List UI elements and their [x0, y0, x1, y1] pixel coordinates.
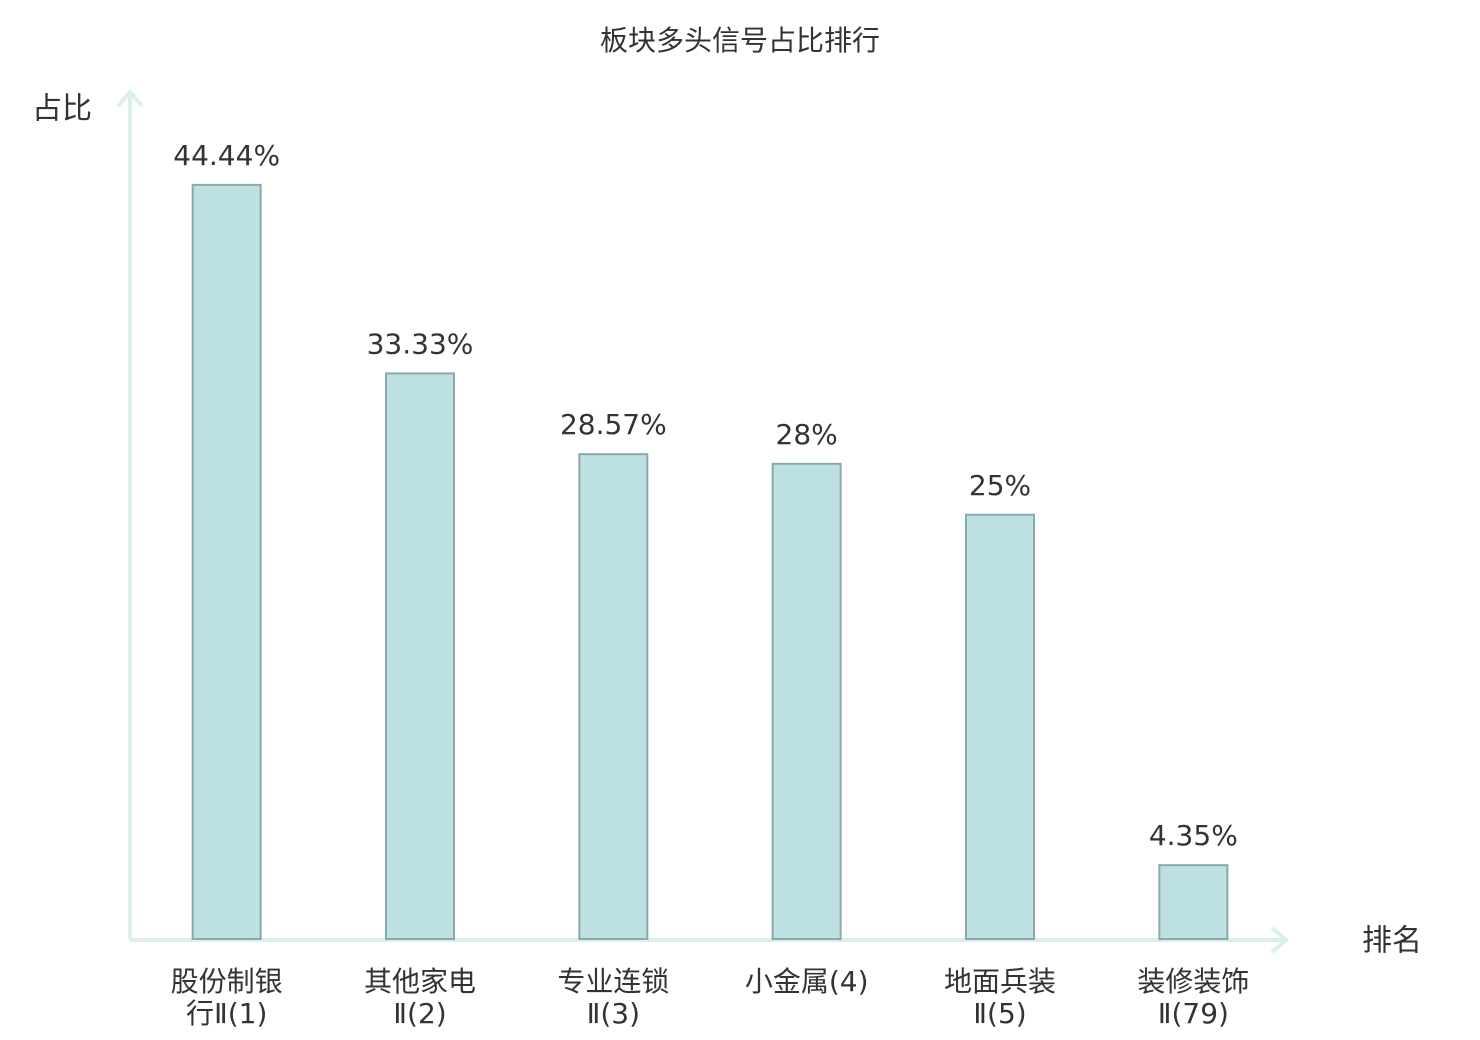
bar [965, 513, 1035, 940]
value-label: 4.35% [1149, 819, 1238, 852]
value-label: 33.33% [367, 327, 474, 360]
bar [385, 372, 455, 940]
x-tick-line: 股份制银 [171, 965, 283, 998]
bar [1158, 864, 1229, 940]
x-tick-label: 股份制银行Ⅱ(1) [171, 965, 283, 1030]
value-label: 28% [776, 418, 838, 451]
chart-title: 板块多头信号占比排行 [600, 24, 880, 57]
x-tick-line: Ⅱ(5) [973, 997, 1026, 1030]
axes [116, 88, 1290, 954]
bar [191, 183, 262, 940]
x-tick-line: 其他家电 [364, 965, 476, 998]
x-tick-line: Ⅱ(2) [393, 997, 446, 1030]
x-tick-line: 地面兵装 [944, 965, 1056, 998]
bar [578, 453, 649, 940]
x-tick-label: 装修装饰 Ⅱ(79) [1137, 965, 1249, 1030]
x-tick-label: 专业连锁 Ⅱ(3) [557, 965, 669, 1030]
x-tick-line: 小金属(4) [745, 965, 869, 998]
y-arrow [116, 88, 144, 108]
value-label: 28.57% [560, 408, 667, 441]
x-tick-line: 行Ⅱ(1) [186, 997, 267, 1030]
x-tick-label: 地面兵装 Ⅱ(5) [944, 965, 1056, 1030]
bar [771, 462, 842, 940]
value-label: 25% [969, 469, 1031, 502]
x-tick-line: 专业连锁 [557, 965, 669, 998]
y-axis-label: 占比 [32, 92, 92, 127]
value-label: 44.44% [173, 139, 280, 172]
x-tick-label: 小金属(4) [745, 965, 869, 998]
x-axis-label: 排名 [1362, 924, 1422, 959]
x-tick-line: Ⅱ(3) [587, 997, 640, 1030]
x-tick-line: 装修装饰 [1137, 965, 1249, 998]
x-arrow [1270, 926, 1290, 954]
x-tick-line: Ⅱ(79) [1158, 997, 1229, 1030]
x-tick-label: 其他家电 Ⅱ(2) [364, 965, 476, 1030]
